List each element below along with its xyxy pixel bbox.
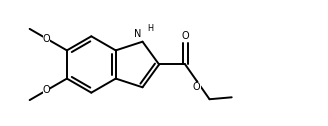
Text: O: O	[181, 31, 189, 41]
Text: O: O	[43, 85, 50, 95]
Text: H: H	[147, 24, 153, 33]
Text: N: N	[134, 29, 141, 39]
Text: O: O	[43, 34, 50, 43]
Text: O: O	[193, 83, 201, 92]
